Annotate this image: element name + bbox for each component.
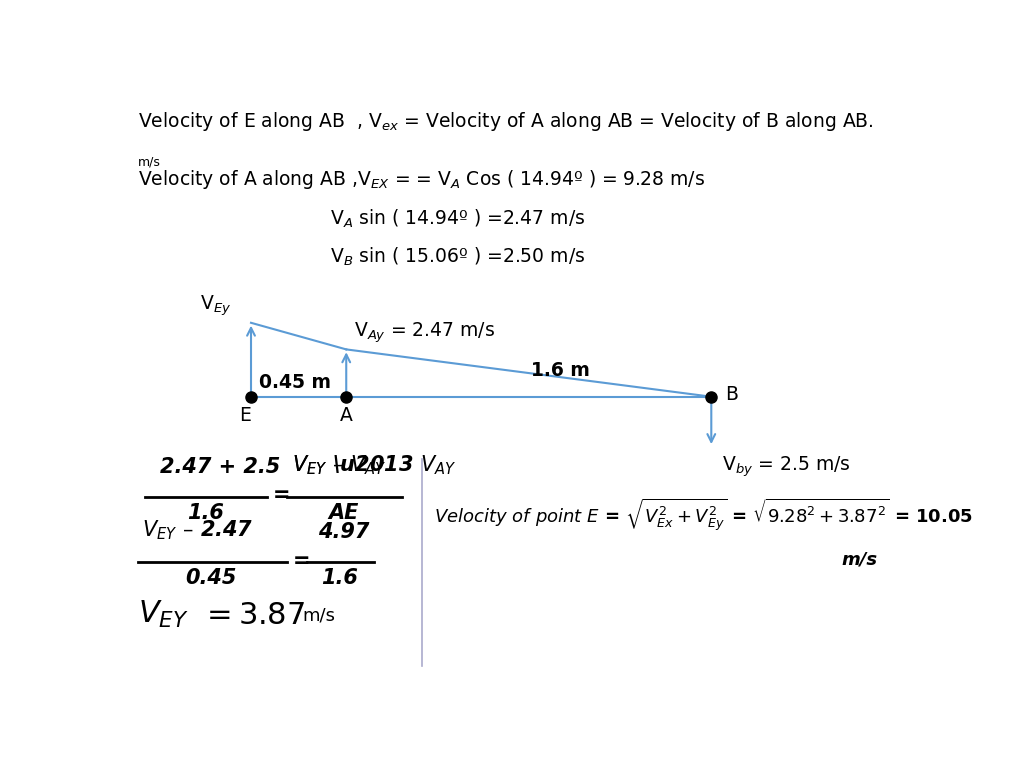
Text: m/s: m/s [137,155,161,168]
Text: =: = [293,551,310,571]
Text: Velocity of A along AB ,V$_{EX}$ = = V$_A$ Cos ( 14.94º ) = 9.28 m/s: Velocity of A along AB ,V$_{EX}$ = = V$_… [137,168,705,191]
Text: V$_{Ey}$: V$_{Ey}$ [200,293,231,318]
Text: Velocity of E along AB  , V$_{ex}$ = Velocity of A along AB = Velocity of B alon: Velocity of E along AB , V$_{ex}$ = Velo… [137,110,873,133]
Text: V$_{Ay}$ = 2.47 m/s: V$_{Ay}$ = 2.47 m/s [354,321,496,346]
Text: E: E [240,406,251,425]
Text: V$_A$ sin ( 14.94º ) =2.47 m/s: V$_A$ sin ( 14.94º ) =2.47 m/s [331,207,586,230]
Text: m/s: m/s [303,607,336,624]
Text: V$_{by}$ = 2.5 m/s: V$_{by}$ = 2.5 m/s [722,454,850,478]
Text: V$_B$ sin ( 15.06º ) =2.50 m/s: V$_B$ sin ( 15.06º ) =2.50 m/s [331,246,586,268]
Text: 1.6: 1.6 [187,503,224,523]
Text: $V_{EY}$ \u2013 $V_{AY}$: $V_{EY}$ \u2013 $V_{AY}$ [292,453,457,476]
Text: 0.45 m: 0.45 m [259,373,331,392]
Text: 4.97: 4.97 [318,521,370,541]
Text: 0.45: 0.45 [185,568,237,588]
Text: AE: AE [329,503,359,523]
Text: $\it{Velocity\ of\ point\ E}$ = $\sqrt{V_{Ex}^2 + V_{Ey}^2}$ = $\sqrt{9.28^2 + 3: $\it{Velocity\ of\ point\ E}$ = $\sqrt{V… [433,497,973,533]
Text: 2.47 + 2.5: 2.47 + 2.5 [160,456,280,476]
Text: $= 3.87$: $= 3.87$ [201,601,305,631]
Text: B: B [725,386,737,405]
Text: A: A [340,406,352,425]
Text: =: = [273,485,291,505]
Text: $V_{EY}$ – $V_{AY}$: $V_{EY}$ – $V_{AY}$ [292,453,386,476]
Text: $V_{EY}$ – 2.47: $V_{EY}$ – 2.47 [142,518,254,541]
Text: 1.6 m: 1.6 m [531,361,590,380]
Text: m/s: m/s [842,550,878,568]
Text: $V_{EY}$: $V_{EY}$ [137,599,188,631]
Text: 1.6: 1.6 [322,568,358,588]
